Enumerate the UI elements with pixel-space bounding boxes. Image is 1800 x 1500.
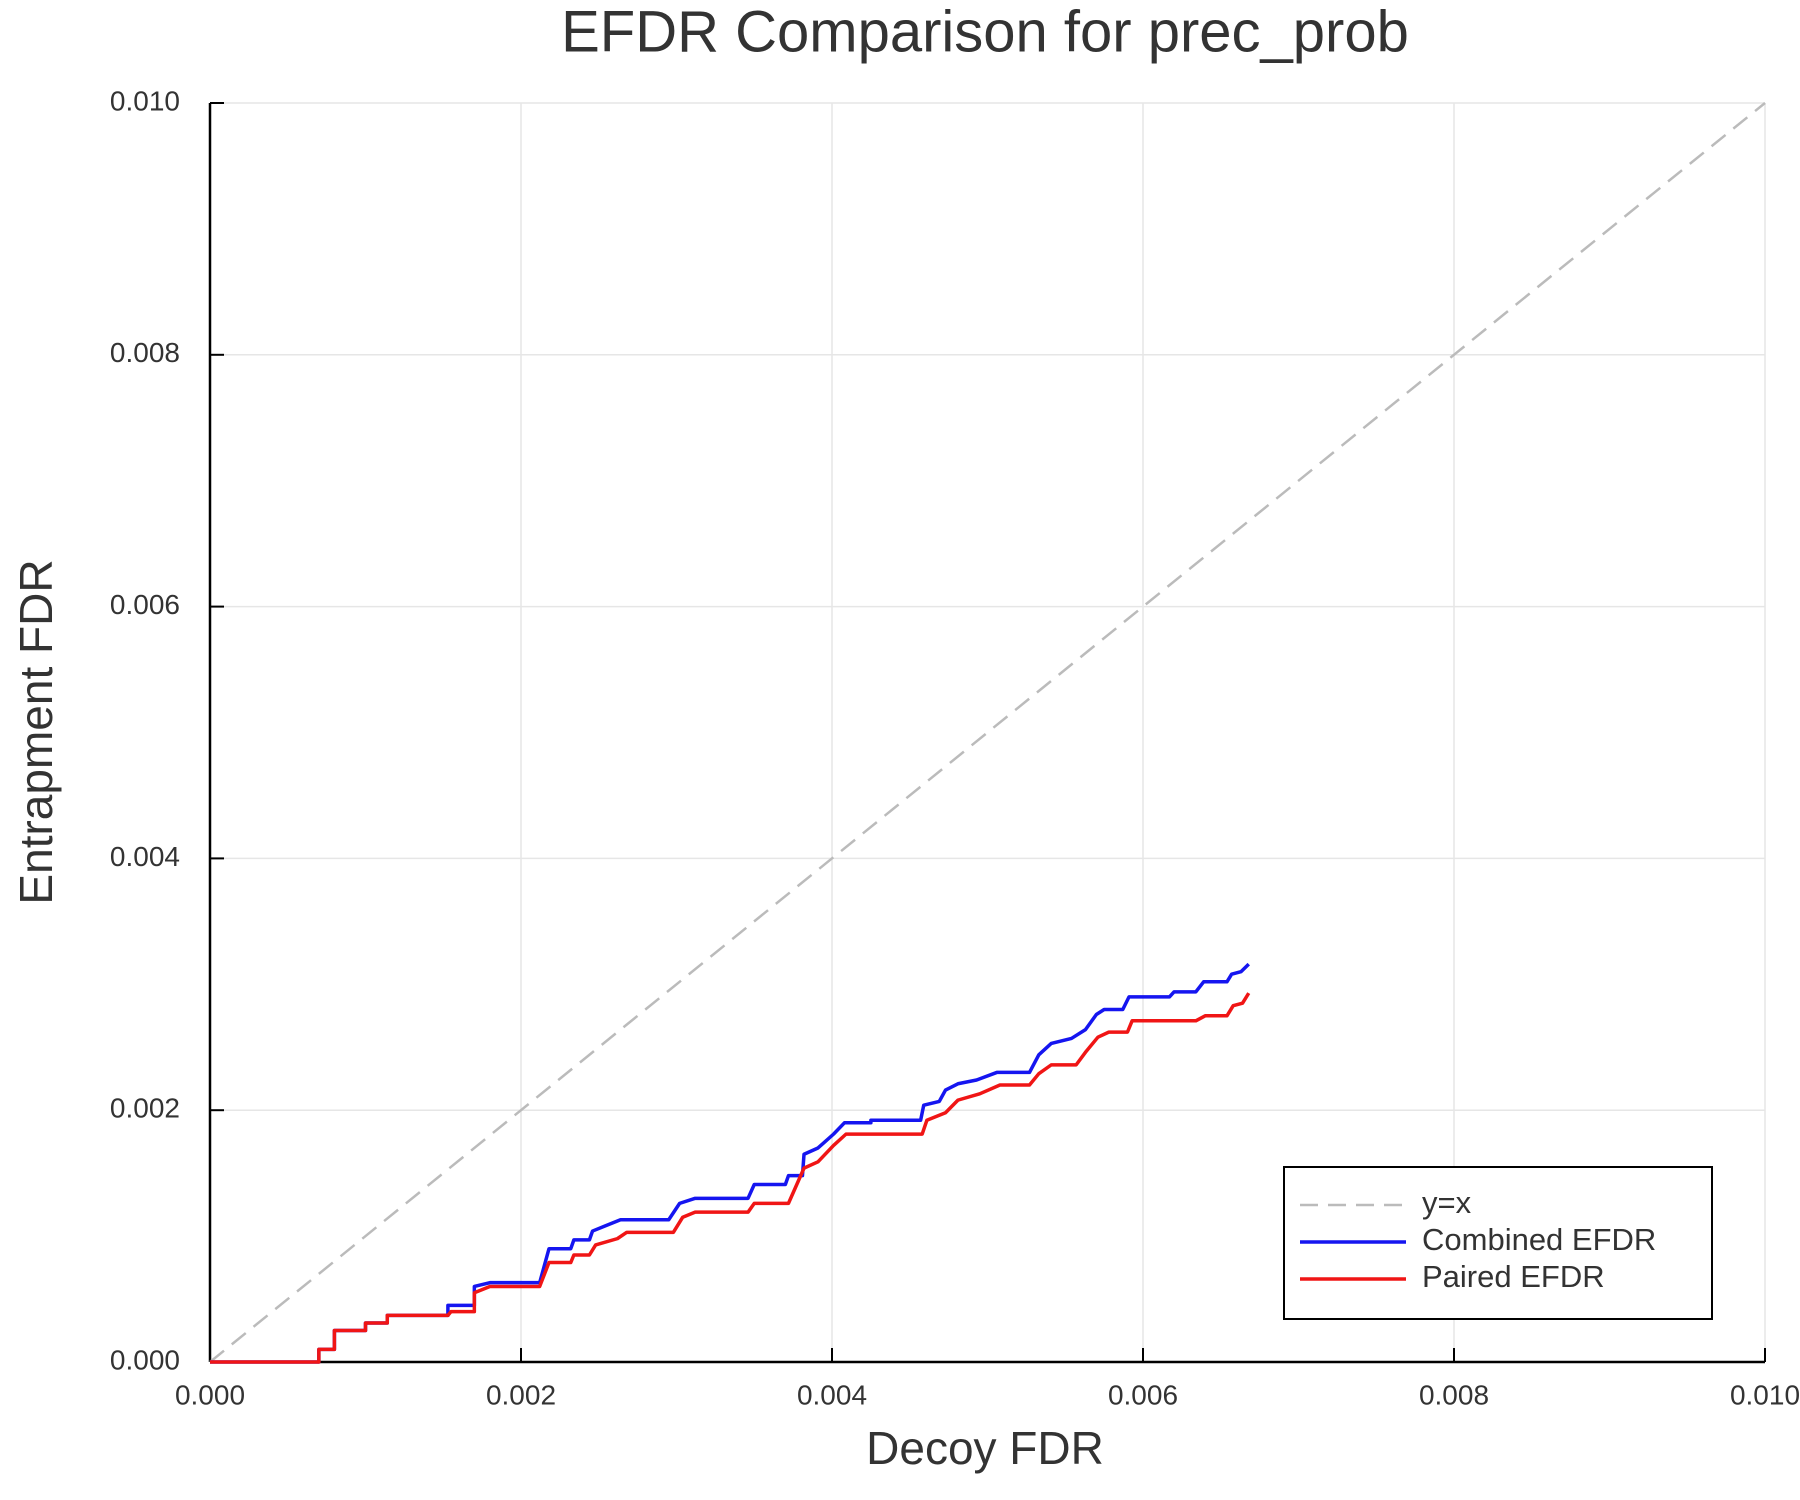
series-line <box>210 962 1250 1364</box>
x-tick-label: 0.000 <box>175 1379 245 1410</box>
x-tick-label: 0.004 <box>797 1379 867 1410</box>
y-tick-label: 0.002 <box>110 1093 180 1124</box>
series-line <box>209 102 1766 1363</box>
chart-title: EFDR Comparison for prec_prob <box>561 0 1409 64</box>
y-tick-label: 0.010 <box>110 85 180 116</box>
x-tick-label: 0.010 <box>1730 1379 1800 1410</box>
x-tick-label: 0.006 <box>1108 1379 1178 1410</box>
y-tick-label: 0.008 <box>110 337 180 368</box>
y-axis-label: Entrapment FDR <box>10 559 62 904</box>
legend-label: Paired EFDR <box>1422 1259 1605 1294</box>
x-axis-label: Decoy FDR <box>866 1422 1104 1474</box>
y-tick-label: 0.004 <box>110 841 180 872</box>
y-tick-label: 0.006 <box>110 589 180 620</box>
x-tick-label: 0.008 <box>1419 1379 1489 1410</box>
x-tick-label: 0.002 <box>486 1379 556 1410</box>
legend-label: y=x <box>1422 1185 1472 1220</box>
legend-label: Combined EFDR <box>1422 1222 1656 1257</box>
y-tick-label: 0.000 <box>110 1344 180 1375</box>
series-line <box>210 992 1251 1364</box>
